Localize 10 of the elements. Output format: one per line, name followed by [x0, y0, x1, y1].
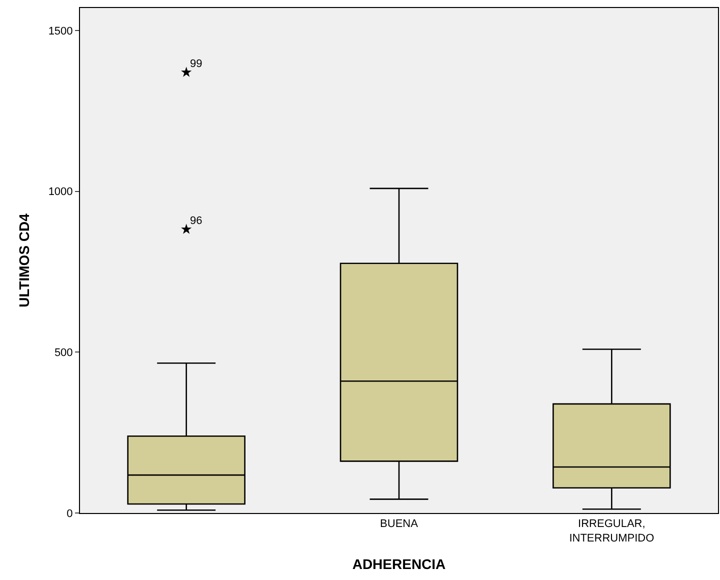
x-axis-title: ADHERENCIA	[352, 556, 446, 572]
y-tick-label: 500	[54, 347, 73, 360]
x-tick-label: BUENA	[380, 518, 419, 530]
y-tick-label: 1500	[48, 25, 73, 38]
y-tick-label: 1000	[48, 186, 73, 198]
annotation: 96	[190, 215, 202, 227]
y-tick-label: 0	[66, 508, 73, 520]
y-axis-title: ULTIMOS CD4	[16, 213, 32, 308]
annotation: 99	[190, 58, 202, 70]
x-tick-label: IRREGULAR, INTERRUMPIDO	[569, 518, 655, 544]
